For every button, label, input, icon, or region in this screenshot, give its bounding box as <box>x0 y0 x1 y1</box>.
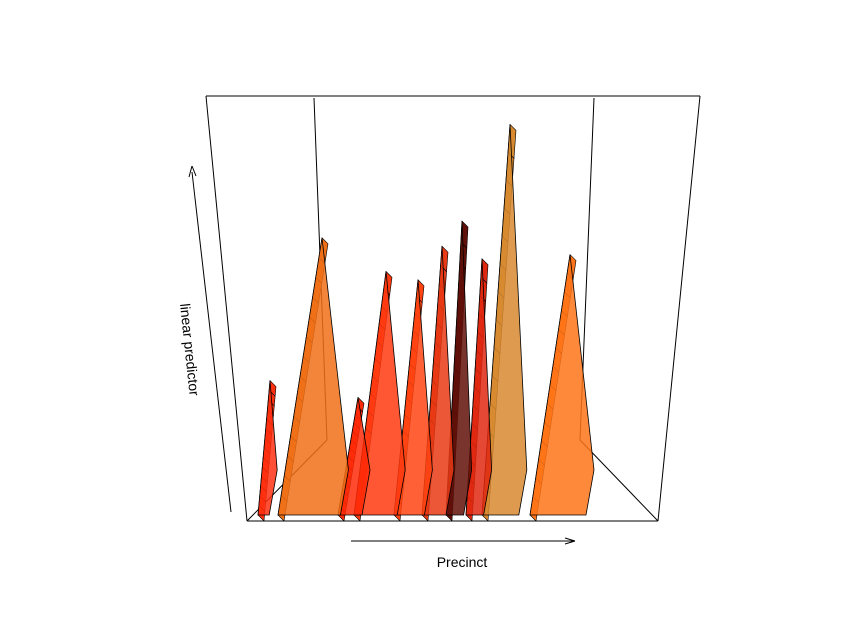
surface-ridge <box>277 237 349 522</box>
surface-ridge <box>257 379 278 522</box>
z-axis-arrowhead <box>188 165 197 178</box>
box-left-edge <box>205 95 248 522</box>
surface-ridge <box>465 258 493 522</box>
x-axis-label: Precinct <box>437 554 488 570</box>
x-axis-arrowhead <box>564 537 576 545</box>
x-axis: Precinct <box>351 537 576 570</box>
ridge-face <box>257 380 278 516</box>
z-axis-arrow <box>191 171 232 513</box>
surface-ridge <box>529 253 595 522</box>
z-axis-label: linear predictor <box>177 303 203 397</box>
ridge-face <box>529 254 595 516</box>
ridge-face <box>481 124 528 516</box>
z-axis: linear predictor <box>177 165 232 513</box>
box-floor-right-edge <box>579 439 659 522</box>
box-right-edge <box>657 95 701 522</box>
surface-mesh <box>257 123 595 522</box>
ridge-face <box>465 258 493 516</box>
ridge-face <box>277 237 349 516</box>
